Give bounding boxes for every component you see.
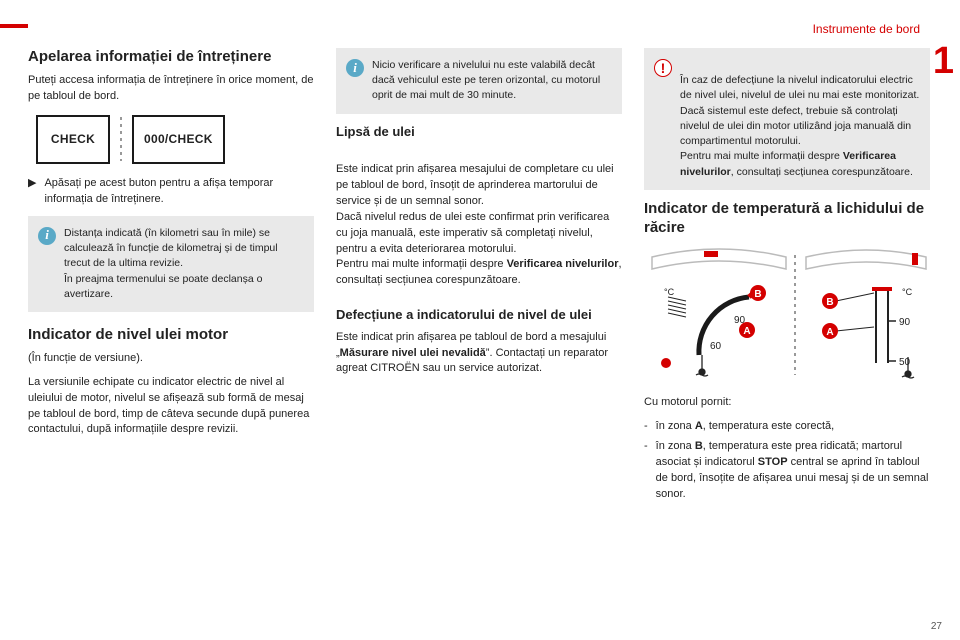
info-icon: i	[38, 227, 56, 245]
gauge-digital: 90 50 °C B A	[802, 245, 930, 385]
t: în zona	[656, 440, 695, 452]
para: Puteți accesa informația de întreținere …	[28, 73, 314, 105]
para-bold: Măsurare nivel ulei nevalidă	[340, 347, 486, 359]
figure-separator	[120, 117, 122, 161]
gauge-analog: °C 90 60	[644, 245, 794, 385]
para: La versiunile echipate cu indicator elec…	[28, 375, 314, 439]
info-text: Distanța indicată (în kilometri sau în m…	[64, 226, 304, 302]
para-text: , consultați secțiunea corespunzătoare.	[731, 166, 913, 178]
svg-text:90: 90	[899, 317, 911, 328]
button-figure: CHECK 000/CHECK	[36, 115, 314, 164]
t: în zona	[656, 420, 695, 432]
zone-a: A	[695, 420, 703, 432]
info-text: Nicio verificare a nivelului nu este val…	[372, 58, 612, 104]
gauge-unit: °C	[664, 287, 675, 297]
bullet-mark: ▶	[28, 176, 36, 208]
heading-temp-indicator: Indicator de temperatură a lichidului de…	[644, 200, 930, 238]
gauge-figure: °C 90 60	[644, 245, 930, 385]
heading-oil-level: Indicator de nivel ulei motor	[28, 326, 314, 345]
para-text: Este indicat prin afișarea mesajului de …	[336, 163, 614, 271]
zone-b: B	[695, 440, 703, 452]
para: Este indicat prin afișarea pe tabloul de…	[336, 330, 622, 378]
column-3: ! În caz de defecțiune la nivelul indica…	[644, 48, 930, 507]
list-text: în zona A, temperatura este corectă,	[656, 419, 835, 435]
chapter-number: 1	[933, 40, 954, 83]
warning-box: ! În caz de defecțiune la nivelul indica…	[644, 48, 930, 190]
column-2: i Nicio verificare a nivelului nu este v…	[336, 48, 622, 507]
dash: -	[644, 419, 648, 435]
svg-text:°C: °C	[902, 287, 913, 297]
instruction-text: Apăsați pe acest buton pentru a afișa te…	[44, 176, 314, 208]
info-box-check: i Nicio verificare a nivelului nu este v…	[336, 48, 622, 114]
heading-oil-lack: Lipsă de ulei	[336, 124, 622, 140]
svg-text:50: 50	[899, 357, 911, 368]
heading-oil-fault: Defecțiune a indicatorului de nivel de u…	[336, 307, 622, 323]
svg-text:B: B	[826, 297, 833, 308]
dash: -	[644, 439, 648, 503]
warning-text: În caz de defecțiune la nivelul indicato…	[680, 58, 920, 180]
t: STOP	[758, 456, 788, 468]
zone-list: - în zona A, temperatura este corectă, -…	[644, 419, 930, 503]
svg-text:A: A	[743, 326, 750, 337]
page-number: 27	[931, 621, 942, 632]
list-text: în zona B, temperatura este prea ridicat…	[656, 439, 930, 503]
info-box-distance: i Distanța indicată (în kilometri sau în…	[28, 216, 314, 312]
accent-bar	[0, 24, 28, 28]
column-1: Apelarea informației de întreținere Pute…	[28, 48, 314, 507]
warning-icon: !	[654, 59, 672, 77]
para: (În funcție de versiune).	[28, 351, 314, 367]
section-header: Instrumente de bord	[813, 22, 920, 36]
t: , temperatura este corectă,	[703, 420, 834, 432]
figure-separator	[794, 255, 796, 375]
heading-recall-info: Apelarea informației de întreținere	[28, 48, 314, 67]
check-button-right: 000/CHECK	[132, 115, 225, 164]
list-item: - în zona A, temperatura este corectă,	[644, 419, 930, 435]
instruction-item: ▶ Apăsați pe acest buton pentru a afișa …	[28, 176, 314, 208]
info-icon: i	[346, 59, 364, 77]
svg-text:B: B	[754, 289, 761, 300]
para: Cu motorul pornit:	[644, 395, 930, 411]
para: Este indicat prin afișarea mesajului de …	[336, 146, 622, 289]
check-button-left: CHECK	[36, 115, 110, 164]
svg-text:60: 60	[710, 341, 722, 352]
svg-text:A: A	[826, 327, 833, 338]
list-item: - în zona B, temperatura este prea ridic…	[644, 439, 930, 503]
para-bold: Verificarea nivelurilor	[507, 258, 619, 270]
